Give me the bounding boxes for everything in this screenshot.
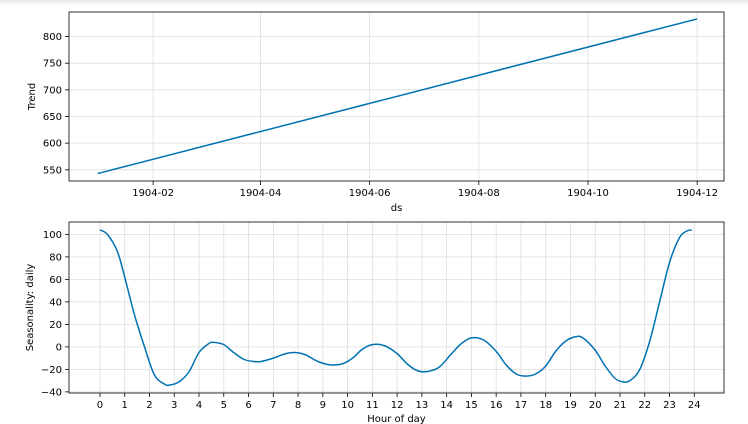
seasonality-x-tick-label: 0 <box>97 400 103 411</box>
seasonality-x-tick-label: 4 <box>196 400 202 411</box>
seasonality-y-tick-label: 40 <box>49 297 62 308</box>
seasonality-x-tick-label: 3 <box>171 400 177 411</box>
trend-plot-frame <box>68 11 725 182</box>
seasonality-x-tick-label: 9 <box>320 400 326 411</box>
seasonality-x-tick-label: 6 <box>245 400 251 411</box>
seasonality-y-tick-label: 100 <box>43 230 62 241</box>
seasonality-x-tick-label: 8 <box>295 400 301 411</box>
seasonality-x-tick-label: 19 <box>564 400 577 411</box>
seasonality-x-tick-label: 14 <box>440 400 453 411</box>
seasonality-y-tick-label: 20 <box>49 320 62 331</box>
trend-y-tick-label: 650 <box>43 112 62 123</box>
seasonality-y-tick-label: 80 <box>49 252 62 263</box>
trend-y-tick-label: 550 <box>43 165 62 176</box>
trend-line <box>97 18 698 175</box>
seasonality-x-tick-label: 10 <box>341 400 354 411</box>
trend-y-axis-label: Trend <box>27 83 38 111</box>
seasonality-line <box>99 229 692 387</box>
seasonality-y-tick-label: 0 <box>56 342 62 353</box>
seasonality-x-tick-label: 11 <box>366 400 379 411</box>
seasonality-x-tick-label: 1 <box>122 400 128 411</box>
seasonality-x-tick-label: 7 <box>270 400 276 411</box>
trend-x-tick-label: 1904-08 <box>458 188 500 199</box>
trend-x-tick-label: 1904-10 <box>567 188 609 199</box>
seasonality-x-tick-label: 2 <box>146 400 152 411</box>
seasonality-x-tick-label: 16 <box>490 400 503 411</box>
seasonality-x-tick-label: 5 <box>221 400 227 411</box>
seasonality-x-tick-label: 13 <box>416 400 429 411</box>
seasonality-x-tick-label: 23 <box>663 400 676 411</box>
seasonality-x-tick-label: 22 <box>638 400 651 411</box>
top-shade <box>0 0 748 6</box>
seasonality-x-axis-label: Hour of day <box>367 414 426 424</box>
trend-y-tick-label: 750 <box>43 59 62 70</box>
seasonality-x-tick-label: 24 <box>688 400 701 411</box>
seasonality-y-axis-label: Seasonality: daily <box>25 264 36 352</box>
seasonality-y-tick-label: −40 <box>41 387 62 398</box>
trend-x-tick-label: 1904-06 <box>349 188 391 199</box>
trend-x-tick-label: 1904-12 <box>676 188 718 199</box>
trend-y-tick-label: 800 <box>43 32 62 43</box>
trend-x-tick-label: 1904-02 <box>132 188 174 199</box>
seasonality-x-tick-label: 15 <box>465 400 478 411</box>
seasonality-x-tick-label: 20 <box>589 400 602 411</box>
trend-y-tick-label: 600 <box>43 139 62 150</box>
seasonality-plot-frame <box>68 221 725 394</box>
seasonality-y-tick-label: 60 <box>49 275 62 286</box>
seasonality-y-tick-label: −20 <box>41 365 62 376</box>
trend-y-tick-label: 700 <box>43 85 62 96</box>
seasonality-x-tick-label: 21 <box>614 400 627 411</box>
trend-x-axis-label: ds <box>391 203 403 214</box>
seasonality-x-tick-label: 17 <box>515 400 528 411</box>
trend-x-tick-label: 1904-04 <box>240 188 282 199</box>
seasonality-x-tick-label: 12 <box>391 400 404 411</box>
seasonality-x-tick-label: 18 <box>539 400 552 411</box>
